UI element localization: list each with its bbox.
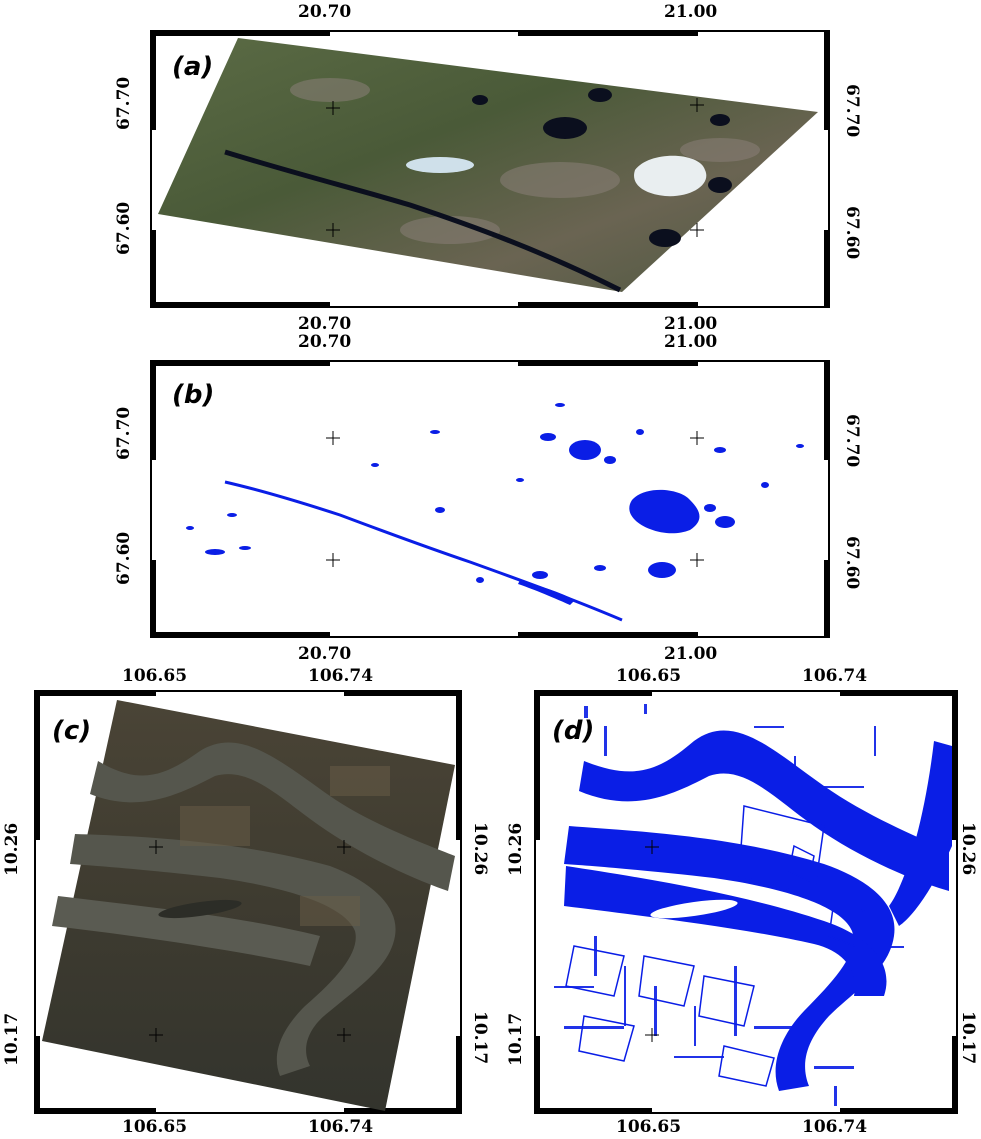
x-tick-top-1: 20.70 (298, 2, 352, 22)
x-tick-top-1: 106.65 (122, 666, 188, 686)
y-tick-right-1: 10.26 (470, 822, 490, 876)
panel-c: 106.65 106.74 (0, 666, 490, 1139)
x-tick-bottom-2: 21.00 (664, 644, 718, 664)
x-tick-bottom-1: 106.65 (122, 1117, 188, 1137)
y-tick-right-2: 67.60 (842, 206, 862, 260)
panel-a: 20.70 21.00 (0, 0, 981, 334)
map-image-d (534, 690, 958, 1114)
x-tick-bottom-1: 106.65 (616, 1117, 682, 1137)
map-image-a (150, 30, 830, 308)
y-tick-right-2: 67.60 (842, 536, 862, 590)
y-tick-right-1: 67.70 (842, 84, 862, 138)
x-tick-bottom-2: 21.00 (664, 314, 718, 334)
y-tick-left-1: 10.26 (506, 822, 526, 876)
y-tick-left-2: 10.17 (2, 1012, 22, 1066)
map-image-b (150, 360, 830, 638)
map-image-c (34, 690, 462, 1114)
y-tick-right-1: 10.26 (958, 822, 978, 876)
panel-label-d: (d) (552, 716, 595, 746)
y-tick-left-2: 10.17 (506, 1012, 526, 1066)
y-tick-left-1: 67.70 (114, 406, 134, 460)
y-tick-left-2: 67.60 (114, 201, 134, 255)
panel-b: 20.70 21.00 (0, 330, 981, 670)
map-frame-b (150, 360, 830, 638)
image-footprint-a (158, 38, 818, 292)
panel-label-c: (c) (52, 716, 92, 746)
x-tick-top-2: 106.74 (308, 666, 374, 686)
x-tick-top-2: 21.00 (664, 2, 718, 22)
y-tick-left-1: 10.26 (2, 822, 22, 876)
image-footprint-c (42, 700, 455, 1111)
x-tick-top-1: 106.65 (616, 666, 682, 686)
y-tick-left-2: 67.60 (114, 531, 134, 585)
x-tick-bottom-2: 106.74 (802, 1117, 868, 1137)
x-tick-bottom-2: 106.74 (308, 1117, 374, 1137)
panel-label-a: (a) (172, 52, 214, 82)
y-tick-right-1: 67.70 (842, 414, 862, 468)
panel-d: 106.65 106.74 (494, 666, 981, 1139)
y-tick-right-2: 10.17 (470, 1011, 490, 1065)
x-tick-top-2: 106.74 (802, 666, 868, 686)
panel-label-b: (b) (172, 380, 215, 410)
x-tick-bottom-1: 20.70 (298, 314, 352, 334)
x-tick-bottom-1: 20.70 (298, 644, 352, 664)
x-tick-top-2: 21.00 (664, 332, 718, 352)
y-tick-right-2: 10.17 (958, 1011, 978, 1065)
x-tick-top-1: 20.70 (298, 332, 352, 352)
y-tick-left-1: 67.70 (114, 76, 134, 130)
